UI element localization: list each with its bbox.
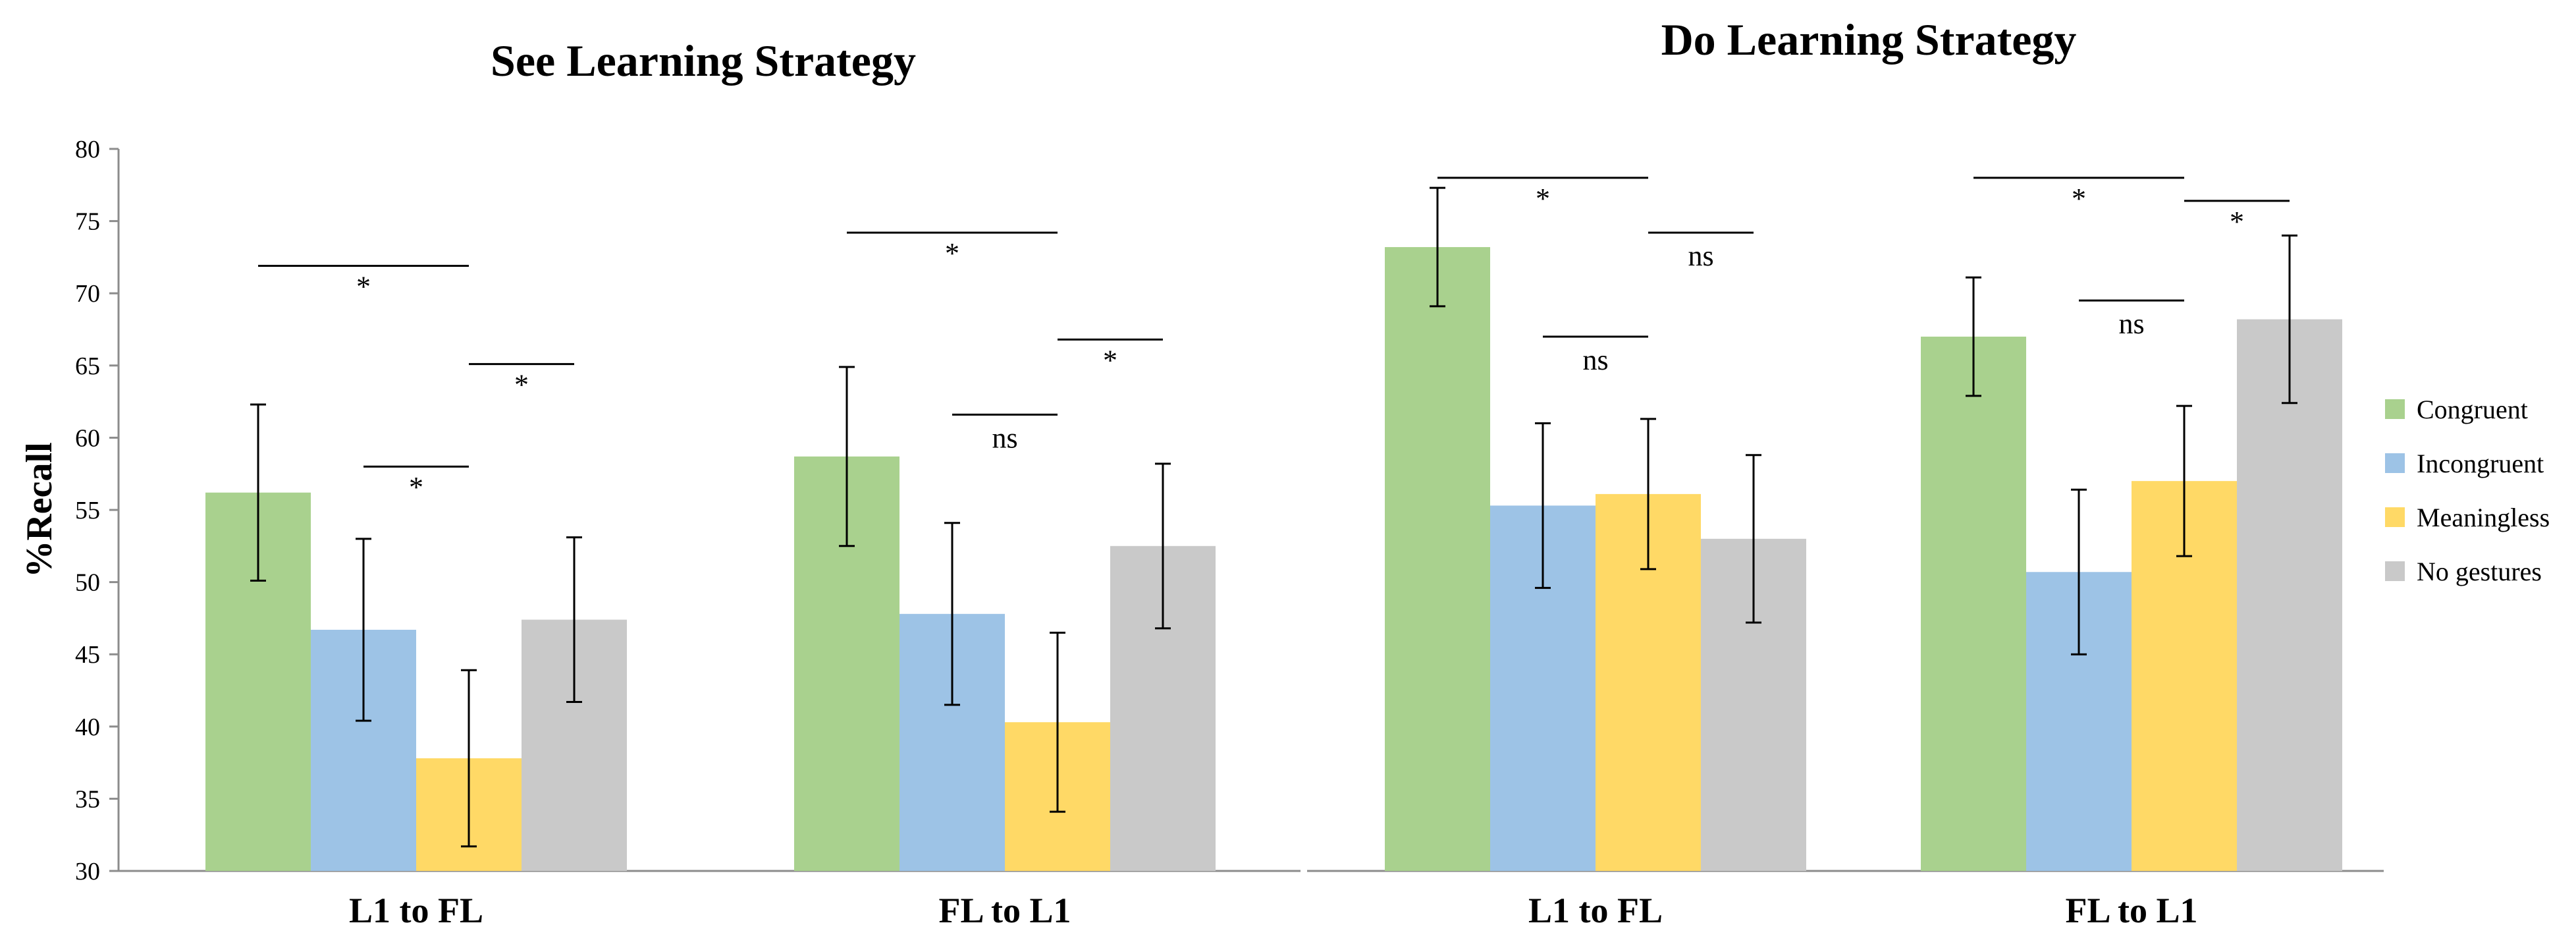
significance-label: *	[1536, 182, 1550, 215]
bar-congruent	[1385, 247, 1490, 871]
y-tick-label: 65	[75, 352, 100, 380]
significance-label: ns	[1688, 240, 1713, 272]
significance-label: *	[409, 471, 423, 503]
legend-swatch	[2385, 561, 2405, 581]
category-label: FL to L1	[938, 891, 1071, 930]
significance-label: *	[2230, 206, 2244, 238]
significance-label: *	[514, 369, 529, 401]
y-tick-label: 50	[75, 569, 100, 597]
significance-label: *	[2072, 182, 2086, 215]
legend-swatch	[2385, 399, 2405, 419]
y-tick-label: 75	[75, 208, 100, 236]
category-label: L1 to FL	[349, 891, 483, 930]
significance-label: *	[1103, 344, 1117, 376]
y-tick-label: 60	[75, 424, 100, 452]
y-tick-label: 70	[75, 280, 100, 308]
legend-label: Meaningless	[2417, 503, 2550, 532]
y-tick-label: 40	[75, 713, 100, 741]
significance-label: *	[356, 271, 371, 303]
category-label: L1 to FL	[1528, 891, 1663, 930]
significance-label: ns	[2118, 308, 2144, 340]
legend-swatch	[2385, 453, 2405, 473]
legend-swatch	[2385, 507, 2405, 527]
y-tick-label: 35	[75, 785, 100, 813]
legend-label: No gestures	[2417, 557, 2542, 586]
y-tick-label: 45	[75, 641, 100, 669]
panel-title: See Learning Strategy	[491, 36, 916, 86]
legend-label: Incongruent	[2417, 449, 2544, 478]
significance-label: ns	[992, 422, 1017, 454]
y-tick-label: 30	[75, 858, 100, 885]
y-axis-title: %Recall	[19, 442, 60, 577]
bar-congruent	[1921, 336, 2026, 872]
y-tick-label: 80	[75, 136, 100, 163]
category-label: FL to L1	[2065, 891, 2197, 930]
significance-label: *	[945, 237, 959, 269]
significance-label: ns	[1582, 344, 1608, 376]
bar-no-gestures	[2237, 319, 2342, 871]
legend-label: Congruent	[2417, 395, 2528, 424]
panel-title: Do Learning Strategy	[1661, 14, 2077, 65]
y-tick-label: 55	[75, 497, 100, 524]
